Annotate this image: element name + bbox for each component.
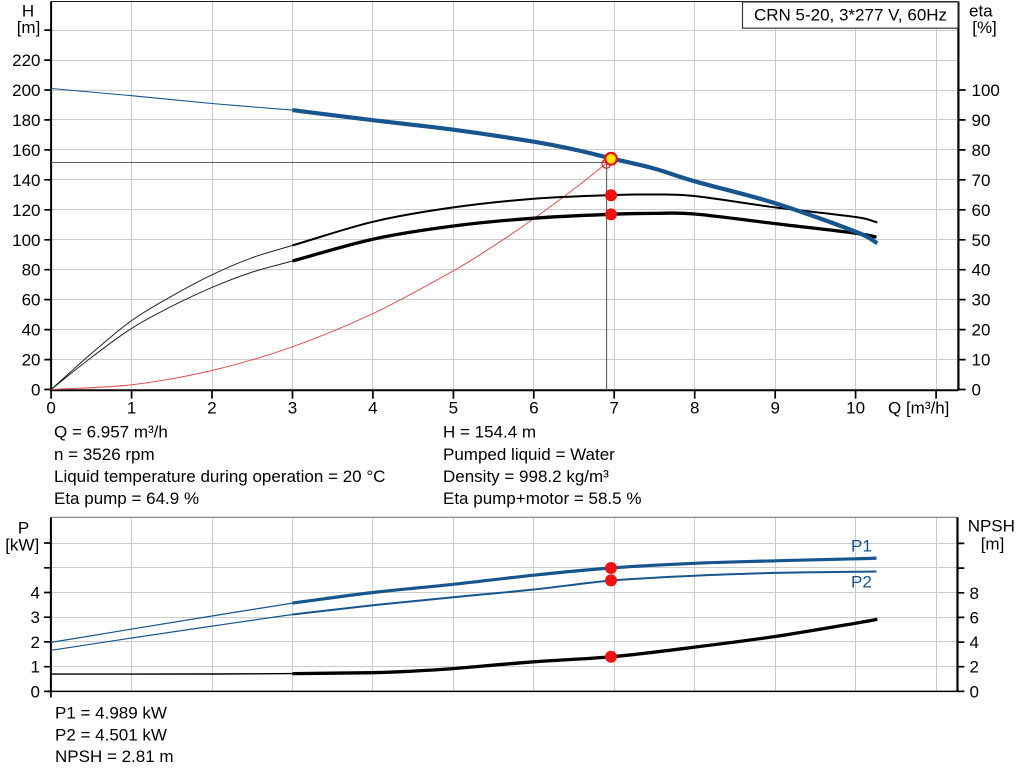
svg-text:4: 4 [31,584,40,603]
svg-text:100: 100 [12,231,40,250]
svg-text:0: 0 [972,381,981,400]
svg-text:180: 180 [12,111,40,130]
svg-text:2: 2 [970,658,979,677]
svg-text:NPSH: NPSH [968,517,1015,536]
svg-text:20: 20 [972,321,991,340]
svg-text:[%]: [%] [972,18,997,37]
svg-text:H = 154.4 m: H = 154.4 m [443,423,536,442]
svg-text:5: 5 [449,399,458,418]
svg-text:0: 0 [31,682,40,701]
svg-text:CRN 5-20, 3*277 V, 60Hz: CRN 5-20, 3*277 V, 60Hz [754,6,947,25]
svg-text:120: 120 [12,201,40,220]
svg-text:9: 9 [770,399,779,418]
svg-text:Eta pump+motor = 58.5 %: Eta pump+motor = 58.5 % [443,489,641,508]
svg-text:80: 80 [22,261,41,280]
svg-text:70: 70 [972,171,991,190]
svg-text:[m]: [m] [17,18,41,37]
svg-text:10: 10 [972,351,991,370]
svg-text:P: P [18,518,29,537]
svg-text:0: 0 [970,682,979,701]
svg-text:Q [m³/h]: Q [m³/h] [888,399,949,418]
svg-text:8: 8 [690,399,699,418]
svg-text:60: 60 [972,201,991,220]
svg-text:6: 6 [529,399,538,418]
svg-text:P2: P2 [851,572,872,591]
svg-text:4: 4 [970,633,979,652]
svg-text:3: 3 [288,399,297,418]
svg-text:[kW]: [kW] [5,535,39,554]
svg-text:50: 50 [972,231,991,250]
svg-text:Density = 998.2 kg/m³: Density = 998.2 kg/m³ [443,467,609,486]
svg-text:80: 80 [972,141,991,160]
svg-text:4: 4 [368,399,377,418]
svg-text:eta: eta [969,1,993,20]
svg-text:1: 1 [31,658,40,677]
svg-text:60: 60 [22,291,41,310]
svg-text:10: 10 [846,399,865,418]
svg-text:200: 200 [12,81,40,100]
svg-text:220: 220 [12,51,40,70]
svg-text:30: 30 [972,291,991,310]
svg-text:90: 90 [972,111,991,130]
svg-text:P2 = 4.501 kW: P2 = 4.501 kW [55,725,167,744]
svg-text:2: 2 [31,633,40,652]
svg-text:3: 3 [31,608,40,627]
svg-text:Pumped liquid = Water: Pumped liquid = Water [443,445,615,464]
svg-text:Eta pump = 64.9 %: Eta pump = 64.9 % [54,489,199,508]
svg-text:2: 2 [207,399,216,418]
svg-text:Q = 6.957 m³/h: Q = 6.957 m³/h [54,423,168,442]
svg-text:H: H [22,1,34,20]
svg-text:[m]: [m] [981,535,1005,554]
svg-text:NPSH = 2.81 m: NPSH = 2.81 m [55,747,174,766]
svg-text:40: 40 [22,321,41,340]
svg-text:P1 = 4.989 kW: P1 = 4.989 kW [55,703,167,722]
svg-text:20: 20 [22,351,41,370]
svg-text:P1: P1 [851,537,872,556]
svg-text:n = 3526 rpm: n = 3526 rpm [54,445,155,464]
svg-text:160: 160 [12,141,40,160]
svg-text:1: 1 [127,399,136,418]
svg-text:6: 6 [970,608,979,627]
svg-text:140: 140 [12,171,40,190]
svg-text:0: 0 [31,381,40,400]
svg-text:100: 100 [972,81,1000,100]
svg-text:Liquid temperature during oper: Liquid temperature during operation = 20… [54,467,385,486]
svg-text:40: 40 [972,261,991,280]
svg-text:0: 0 [46,399,55,418]
svg-text:8: 8 [970,584,979,603]
svg-text:7: 7 [609,399,618,418]
